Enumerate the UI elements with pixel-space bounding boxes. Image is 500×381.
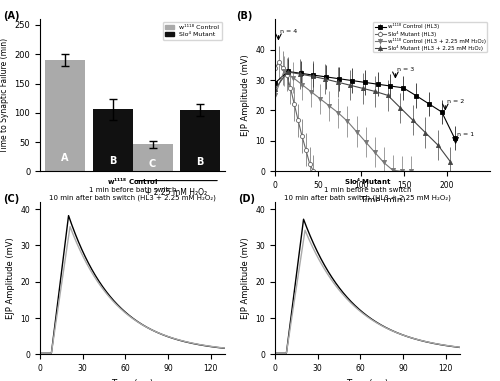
Text: C: C	[149, 158, 156, 168]
Text: B: B	[109, 157, 116, 166]
Y-axis label: EJP Amplitude (mV): EJP Amplitude (mV)	[241, 54, 250, 136]
Bar	[92, 109, 132, 171]
Y-axis label: EJP Amplitude (mV): EJP Amplitude (mV)	[241, 237, 250, 319]
Bar	[180, 110, 220, 171]
Text: B: B	[196, 157, 203, 166]
Text: (D): (D)	[238, 194, 255, 204]
X-axis label: Time (ms): Time (ms)	[112, 379, 154, 381]
Text: (A): (A)	[3, 11, 20, 21]
Title: $\mathbf{Slo⁴\ Mutant}$
1 min before bath switch
10 min after bath switch (HL3 +: $\mathbf{Slo⁴\ Mutant}$ 1 min before bat…	[284, 176, 451, 201]
Legend: w¹¹¹⁸ Control, Slo⁴ Mutant: w¹¹¹⁸ Control, Slo⁴ Mutant	[162, 22, 222, 40]
Text: n = 3: n = 3	[397, 67, 414, 72]
Text: A: A	[61, 152, 69, 163]
Y-axis label: EJP Amplitude (mV): EJP Amplitude (mV)	[6, 237, 15, 319]
Text: n = 1: n = 1	[458, 132, 474, 138]
Text: + 2.25 mM H₂O₂: + 2.25 mM H₂O₂	[145, 188, 208, 197]
X-axis label: Time (ms): Time (ms)	[346, 379, 389, 381]
Text: n = 2: n = 2	[447, 99, 464, 104]
Bar	[132, 144, 172, 171]
X-axis label: Time (min): Time (min)	[360, 196, 405, 205]
Text: (C): (C)	[3, 194, 19, 204]
Text: (B): (B)	[236, 11, 252, 21]
Legend: w¹¹¹⁸ Control (HL3), Slo⁴ Mutant (HL3), w¹¹¹⁸ Control (HL3 + 2.25 mM H₂O₂), Slo⁴: w¹¹¹⁸ Control (HL3), Slo⁴ Mutant (HL3), …	[373, 22, 487, 53]
Text: n = 4: n = 4	[280, 29, 297, 34]
Bar	[45, 60, 85, 171]
Y-axis label: Time to Synaptic Failure (min): Time to Synaptic Failure (min)	[0, 38, 9, 153]
Title: $\mathbf{w¹¹¹⁸\ Control}$
1 min before bath switch
10 min after bath switch (HL3: $\mathbf{w¹¹¹⁸\ Control}$ 1 min before b…	[49, 176, 216, 201]
